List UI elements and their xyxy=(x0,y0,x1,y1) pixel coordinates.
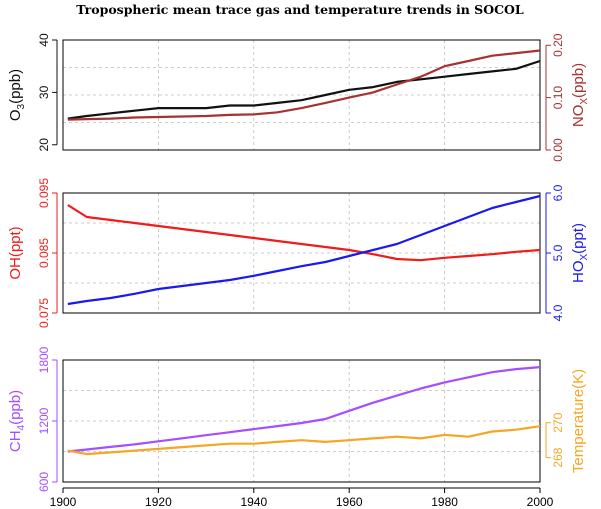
right-tick-label: 6.0 xyxy=(551,184,565,201)
right-tick-label: 0.00 xyxy=(551,138,565,162)
series-line-hox xyxy=(67,194,541,306)
right-tick-label: 4.0 xyxy=(551,304,565,321)
x-tick-label: 1960 xyxy=(336,495,363,509)
figure-title: Tropospheric mean trace gas and temperat… xyxy=(76,2,524,17)
x-tick-label: 1900 xyxy=(50,495,77,509)
right-tick-label: 270 xyxy=(551,412,565,432)
left-tick-label: 600 xyxy=(37,472,51,492)
x-tick-label: 1980 xyxy=(431,495,458,509)
left-tick-label: 40 xyxy=(37,33,51,47)
grid xyxy=(62,193,541,313)
left-axis-label: O3(ppb) xyxy=(7,69,27,121)
left-tick-label: 0.075 xyxy=(37,298,51,328)
left-tick-label: 0.095 xyxy=(37,178,51,208)
right-axis-label: HOX(ppt) xyxy=(570,223,590,283)
left-tick-label: 30 xyxy=(37,85,51,99)
x-tick-label: 1920 xyxy=(145,495,172,509)
series-line-temp xyxy=(67,425,541,456)
series-line-o3 xyxy=(67,59,541,120)
plot-frame xyxy=(62,359,541,483)
series-line-nox xyxy=(67,49,541,121)
panel-3: 600 1200 1800 CH4(ppb) 268 270 Temperature(K) 1… xyxy=(7,346,587,509)
left-axis-label: CH4(ppb) xyxy=(7,390,27,452)
left-tick-label: 0.085 xyxy=(37,238,51,268)
left-tick-label: 20 xyxy=(37,138,51,152)
plot-frame xyxy=(62,39,541,151)
left-axis-label: OH(ppt) xyxy=(7,226,24,279)
panel-1: 20 30 40 O3(ppb) 0.00 0.10 0.20 NOX(ppb) xyxy=(7,33,590,162)
right-tick-label: 0.20 xyxy=(551,33,565,57)
x-tick-label: 2000 xyxy=(527,495,554,509)
panel-2: 0.075 0.085 0.095 OH(ppt) 4.0 5.0 6.0 HOX(ppt) xyxy=(7,178,590,328)
right-axis-label: Temperature(K) xyxy=(570,369,587,473)
left-tick-label: 1800 xyxy=(37,346,51,373)
series-line-ch4 xyxy=(67,366,541,453)
grid xyxy=(62,40,541,150)
right-tick-label: 268 xyxy=(551,447,565,467)
plot-frame xyxy=(62,192,541,314)
right-tick-label: 5.0 xyxy=(551,244,565,261)
x-tick-label: 1940 xyxy=(240,495,267,509)
series-line-oh xyxy=(67,204,541,262)
right-tick-label: 0.10 xyxy=(551,86,565,110)
right-axis-label: NOX(ppb) xyxy=(570,63,590,127)
panels: 203040O3(ppb)0.000.100.20NOX(ppb)0.0750.… xyxy=(7,33,590,509)
left-tick-label: 1200 xyxy=(37,407,51,434)
